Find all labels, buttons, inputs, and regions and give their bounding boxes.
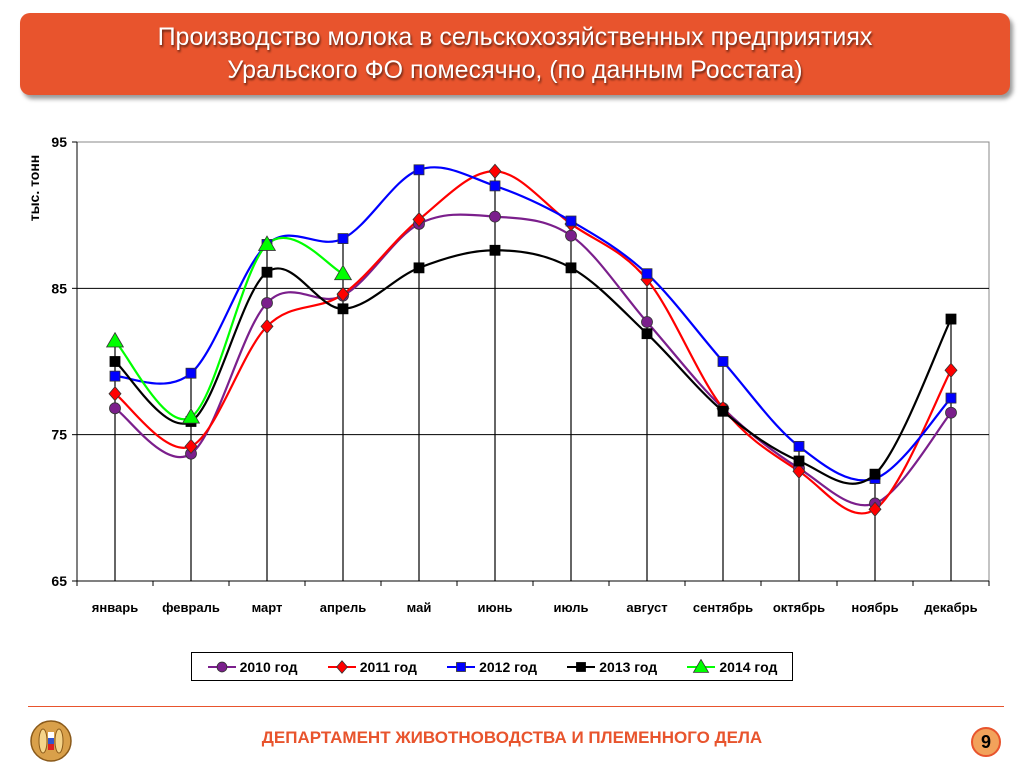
legend-label: 2013 год xyxy=(599,658,658,675)
x-tick-label: октябрь xyxy=(773,600,825,615)
y-tick-label: 65 xyxy=(51,573,67,589)
data-point-1-11 xyxy=(944,362,958,378)
legend-item: 2013 год xyxy=(566,659,657,675)
milk-production-chart: 65 75 85 95 январь февраль март апрель май июнь и… xyxy=(26,134,990,615)
legend-label: 2014 год xyxy=(719,658,778,675)
data-point-2-3 xyxy=(337,233,349,244)
data-point-2-8 xyxy=(717,356,729,367)
x-tick-label: июнь xyxy=(478,600,513,615)
slide-title: Производство молока в сельскохозяйственн… xyxy=(20,13,1010,95)
series-line-3 xyxy=(114,249,952,485)
footer-divider xyxy=(28,706,1004,707)
y-tick-label: 75 xyxy=(51,427,67,443)
chart-legend: 2010 год 2011 год 2012 год 2013 год 2014 год xyxy=(191,652,793,681)
data-point-3-8 xyxy=(717,405,729,417)
legend-item: 2014 год xyxy=(686,658,778,675)
x-tick-label: июль xyxy=(553,600,588,615)
data-point-2-7 xyxy=(641,268,653,280)
data-point-3-10 xyxy=(869,468,881,480)
data-point-4-3 xyxy=(333,264,353,281)
y-tick-label: 95 xyxy=(51,134,67,150)
data-point-2-1 xyxy=(185,367,197,379)
plot-area xyxy=(76,141,990,582)
x-tick-label: декабрь xyxy=(924,600,977,615)
y-tick-labels: 65 75 85 95 xyxy=(51,134,67,589)
y-tick-label: 85 xyxy=(51,280,67,296)
data-point-0-0 xyxy=(109,402,121,415)
data-point-0-7 xyxy=(641,316,653,328)
data-point-1-0 xyxy=(108,386,122,402)
data-point-1-9 xyxy=(792,463,806,479)
data-point-3-4 xyxy=(413,262,425,274)
series-line-0 xyxy=(114,213,952,507)
legend-swatch-marker xyxy=(335,659,348,674)
x-tick-label: январь xyxy=(92,600,138,615)
x-tick-label: август xyxy=(626,600,667,615)
data-point-0-6 xyxy=(565,229,577,242)
legend-label: 2012 год xyxy=(479,658,538,675)
data-point-1-10 xyxy=(868,501,882,517)
data-point-3-0 xyxy=(109,356,121,367)
data-point-0-5 xyxy=(489,210,501,223)
legend-item: 2010 год xyxy=(207,659,298,675)
data-point-2-0 xyxy=(109,370,121,382)
data-point-3-7 xyxy=(641,328,653,340)
grid-lines xyxy=(72,141,990,586)
data-point-1-2 xyxy=(260,318,274,334)
series-line-1 xyxy=(114,170,952,515)
legend-swatch xyxy=(207,661,236,672)
legend-label: 2010 год xyxy=(239,658,298,675)
x-tick-label: апрель xyxy=(320,600,367,615)
data-point-1-1 xyxy=(184,438,198,454)
data-point-1-5 xyxy=(488,163,502,179)
x-tick-label: май xyxy=(407,600,432,615)
data-point-1-4 xyxy=(412,211,426,228)
data-point-2-9 xyxy=(793,440,805,452)
legend-swatch xyxy=(567,661,596,672)
data-point-0-11 xyxy=(945,406,957,419)
x-tick-label: сентябрь xyxy=(693,600,753,615)
x-tick-label: ноябрь xyxy=(851,600,898,615)
data-point-0-2 xyxy=(261,297,273,309)
legend-item: 2012 год xyxy=(446,659,537,675)
legend-swatch xyxy=(327,659,356,674)
page-number: 9 xyxy=(971,727,1001,757)
y-axis-label: тыс. тонн xyxy=(26,155,42,222)
x-tick-label: февраль xyxy=(162,600,220,615)
x-tick-label: март xyxy=(252,600,283,615)
series-markers xyxy=(105,163,958,517)
series-line-4 xyxy=(114,236,344,421)
x-tick-labels: январь февраль март апрель май июнь июль август… xyxy=(92,600,978,615)
legend-item: 2011 год xyxy=(327,659,417,675)
legend-swatch-marker xyxy=(693,658,710,673)
data-point-2-4 xyxy=(413,164,425,176)
data-point-3-2 xyxy=(261,266,273,278)
data-point-3-3 xyxy=(337,303,349,315)
data-point-4-0 xyxy=(105,331,125,348)
data-point-3-9 xyxy=(793,455,805,467)
data-point-3-11 xyxy=(945,313,957,325)
legend-swatch-marker xyxy=(216,661,227,672)
data-point-3-6 xyxy=(565,262,577,274)
title-line-1: Производство молока в сельскохозяйственн… xyxy=(157,23,873,51)
wheat-emblem-icon xyxy=(30,720,72,762)
legend-swatch-marker xyxy=(456,661,467,672)
legend-swatch xyxy=(687,658,716,673)
data-point-3-5 xyxy=(489,244,501,256)
title-line-2: Уральского ФО помесячно, (по данным Росс… xyxy=(227,56,803,84)
data-point-2-6 xyxy=(565,215,577,227)
legend-swatch xyxy=(447,661,476,672)
data-point-2-11 xyxy=(945,392,957,404)
footer-department: ДЕПАРТАМЕНТ ЖИВОТНОВОДСТВА И ПЛЕМЕННОГО … xyxy=(261,728,763,747)
legend-swatch-marker xyxy=(576,661,587,672)
data-point-2-5 xyxy=(489,180,501,192)
data-point-1-3 xyxy=(336,286,350,302)
legend-label: 2011 год xyxy=(359,658,417,675)
data-point-4-2 xyxy=(257,235,277,251)
data-point-4-1 xyxy=(181,407,201,424)
